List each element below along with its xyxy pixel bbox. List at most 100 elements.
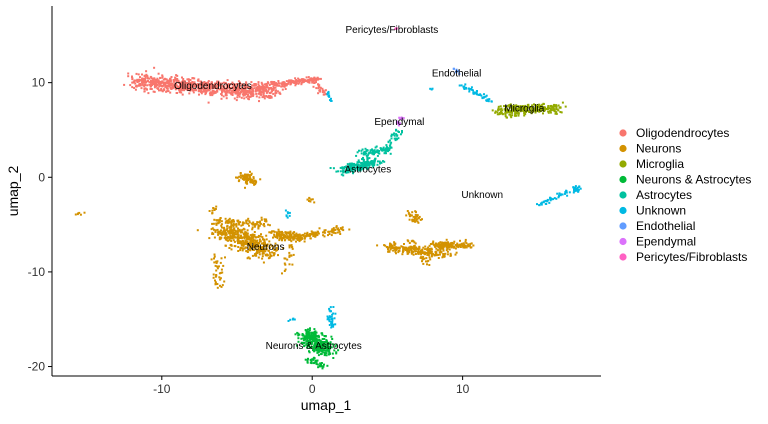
scatter-point	[245, 96, 248, 99]
scatter-point	[150, 88, 153, 90]
scatter-point	[283, 270, 286, 272]
scatter-point	[230, 248, 233, 251]
scatter-point	[317, 343, 320, 346]
scatter-point	[251, 226, 254, 229]
scatter-point	[308, 336, 311, 339]
scatter-point	[350, 165, 353, 168]
scatter-point	[351, 162, 353, 165]
scatter-point	[245, 219, 248, 222]
scatter-point	[285, 80, 288, 83]
scatter-point	[280, 233, 283, 236]
y-tick-label: 0	[38, 170, 45, 184]
scatter-point	[264, 89, 267, 92]
legend-label: Unknown	[636, 204, 686, 218]
scatter-point	[327, 350, 330, 353]
scatter-point	[267, 82, 270, 85]
scatter-point	[540, 109, 543, 111]
scatter-point	[295, 80, 298, 83]
scatter-point	[232, 224, 234, 227]
scatter-point	[408, 218, 411, 221]
scatter-point	[450, 245, 453, 248]
scatter-point	[224, 232, 227, 235]
scatter-point	[258, 246, 261, 249]
scatter-point	[441, 243, 444, 246]
scatter-point	[225, 87, 228, 90]
scatter-point	[456, 70, 459, 73]
scatter-point	[206, 89, 209, 92]
scatter-point	[421, 248, 424, 251]
scatter-point	[257, 243, 260, 246]
scatter-point	[319, 342, 322, 344]
scatter-point	[169, 91, 172, 94]
scatter-point	[258, 251, 261, 254]
scatter-point	[227, 239, 230, 242]
scatter-point	[189, 83, 192, 86]
scatter-point	[462, 244, 465, 247]
scatter-point	[236, 220, 239, 223]
scatter-point	[226, 230, 229, 233]
scatter-point	[260, 246, 263, 249]
scatter-point	[187, 78, 190, 81]
scatter-point	[285, 215, 288, 218]
scatter-point	[439, 245, 442, 248]
scatter-point	[295, 237, 298, 240]
scatter-point	[400, 116, 403, 119]
scatter-point	[352, 172, 354, 175]
scatter-point	[166, 87, 169, 90]
scatter-point	[246, 180, 248, 183]
scatter-point	[149, 75, 152, 78]
scatter-point	[193, 82, 196, 85]
scatter-point	[308, 235, 311, 237]
scatter-point	[261, 255, 264, 258]
scatter-point	[238, 242, 241, 245]
scatter-point	[347, 166, 349, 168]
scatter-point	[298, 81, 301, 84]
scatter-point	[543, 110, 546, 112]
scatter-point	[499, 108, 502, 111]
scatter-point	[520, 107, 523, 110]
scatter-point	[275, 249, 278, 252]
scatter-point	[219, 217, 222, 219]
scatter-point	[207, 88, 210, 91]
scatter-point	[336, 231, 339, 234]
scatter-point	[572, 191, 575, 194]
scatter-point	[455, 251, 458, 254]
scatter-point	[530, 107, 533, 110]
scatter-point	[156, 80, 158, 83]
scatter-point	[235, 233, 238, 236]
scatter-point	[367, 166, 369, 169]
scatter-point	[414, 220, 417, 223]
scatter-point	[519, 106, 522, 109]
scatter-point	[291, 263, 294, 266]
scatter-point	[315, 346, 318, 348]
scatter-point	[224, 229, 227, 232]
scatter-point	[530, 109, 533, 112]
scatter-point	[307, 81, 310, 84]
scatter-point	[288, 231, 290, 234]
scatter-point	[411, 220, 414, 223]
scatter-point	[221, 284, 224, 287]
scatter-point	[134, 79, 137, 82]
scatter-point	[288, 244, 291, 247]
scatter-point	[219, 278, 222, 281]
scatter-point	[200, 89, 203, 92]
scatter-point	[288, 80, 291, 83]
scatter-point	[261, 257, 264, 260]
scatter-point	[161, 75, 164, 78]
scatter-point	[228, 220, 230, 223]
scatter-point	[337, 227, 340, 230]
scatter-point	[431, 87, 434, 90]
scatter-point	[561, 101, 564, 104]
scatter-point	[134, 88, 137, 91]
scatter-point	[405, 214, 408, 217]
scatter-point	[233, 240, 236, 243]
scatter-point	[307, 334, 310, 337]
scatter-point	[294, 77, 297, 80]
scatter-point	[144, 78, 147, 81]
scatter-point	[408, 246, 411, 249]
scatter-point	[394, 250, 397, 253]
scatter-point	[231, 94, 234, 96]
scatter-point	[265, 234, 268, 237]
scatter-point	[327, 90, 330, 93]
scatter-point	[232, 85, 235, 87]
